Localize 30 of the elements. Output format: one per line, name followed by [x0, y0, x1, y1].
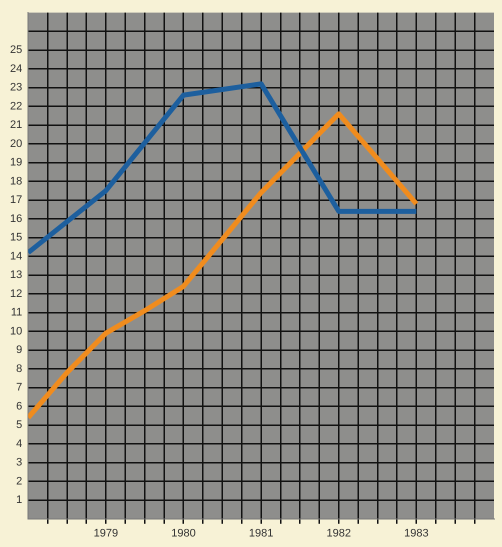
y-tick-label: 20 — [10, 138, 22, 150]
x-tick-label: 1982 — [326, 527, 351, 540]
y-tick-label: 15 — [10, 232, 22, 244]
y-tick-label: 22 — [10, 100, 22, 112]
y-tick-label: 17 — [10, 194, 22, 206]
x-tick-label: 1981 — [248, 527, 274, 540]
y-tick-label: 9 — [16, 344, 22, 356]
x-tick-label: 1980 — [171, 527, 196, 540]
y-tick-label: 4 — [16, 438, 22, 450]
y-tick-label: 7 — [16, 382, 22, 394]
y-tick-label: 10 — [10, 325, 22, 338]
y-tick-label: 11 — [10, 306, 22, 319]
y-tick-label: 25 — [10, 44, 22, 56]
y-tick-label: 18 — [10, 175, 22, 188]
y-tick-label: 5 — [16, 419, 22, 432]
y-tick-label: 13 — [10, 269, 22, 282]
y-tick-label: 3 — [16, 456, 22, 469]
y-tick-label: 6 — [16, 400, 22, 412]
y-tick-label: 23 — [10, 82, 22, 94]
y-tick-label: 14 — [10, 250, 22, 262]
y-tick-label: 21 — [10, 119, 22, 132]
x-tick-label: 1983 — [404, 527, 429, 540]
y-tick-label: 8 — [16, 362, 22, 375]
y-tick-label: 2 — [16, 475, 22, 488]
y-tick-label: 19 — [10, 156, 22, 169]
y-tick-label: 1 — [16, 494, 22, 506]
y-tick-label: 12 — [10, 288, 22, 300]
y-tick-label: 24 — [10, 62, 22, 75]
x-tick-label: 1979 — [94, 527, 118, 540]
y-tick-label: 16 — [10, 212, 22, 225]
